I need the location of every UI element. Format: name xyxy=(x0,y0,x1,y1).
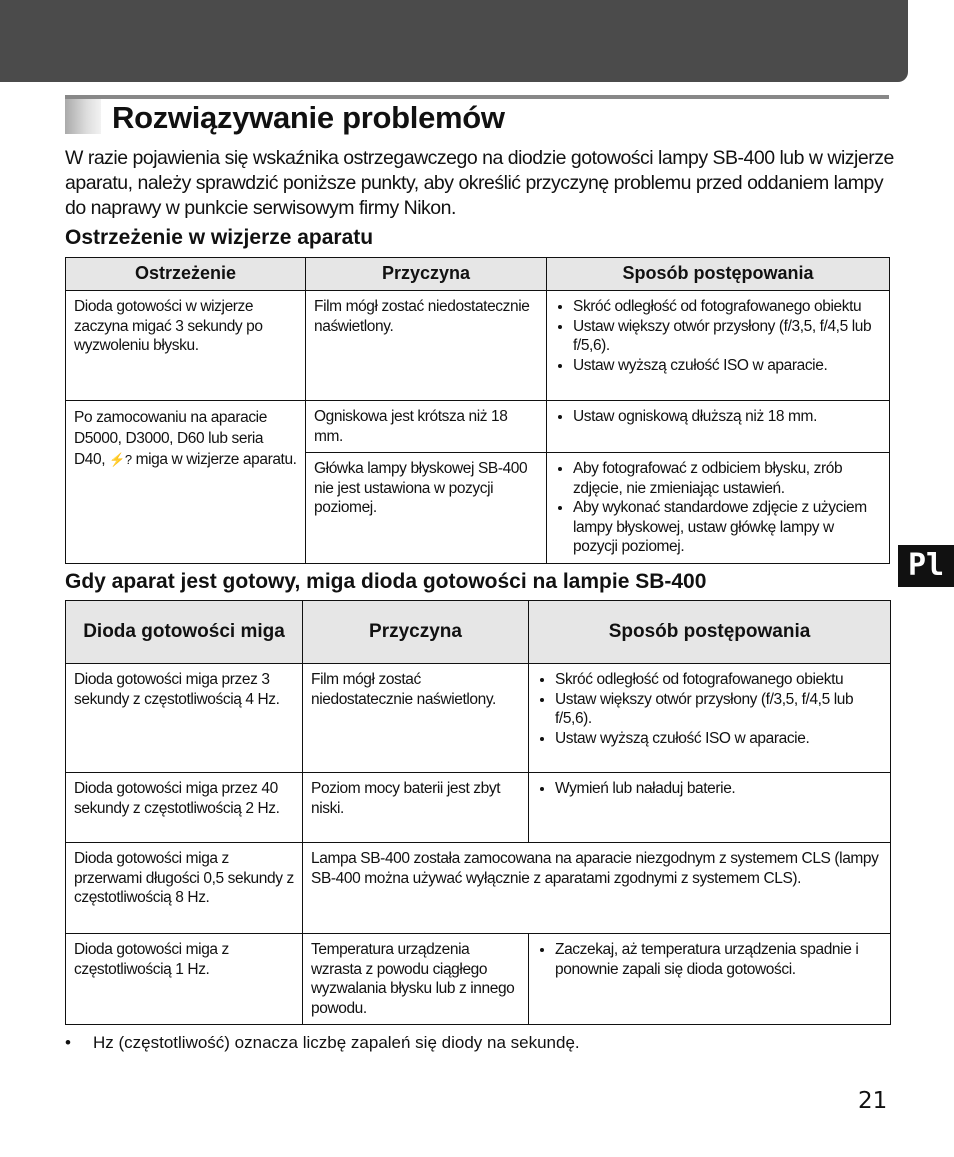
action-item: Skróć odległość od fotografowanego obiek… xyxy=(555,670,882,690)
action-cell: Skróć odległość od fotografowanego obiek… xyxy=(546,290,890,401)
action-item: Aby wykonać standardowe zdjęcie z użycie… xyxy=(573,498,881,557)
cause-cell: Główka lampy błyskowej SB-400 nie jest u… xyxy=(305,452,547,564)
cause-cell: Lampa SB-400 została zamocowana na apara… xyxy=(302,842,891,934)
cause-cell: Film mógł zostać niedostatecznie naświet… xyxy=(302,663,529,773)
action-cell: Aby fotografować z odbiciem błysku, zrób… xyxy=(546,452,890,564)
flash-warning-icon: ⚡? xyxy=(109,452,132,467)
cause-cell: Poziom mocy baterii jest zbyt niski. xyxy=(302,772,529,843)
action-item: Ustaw ogniskową dłuższą niż 18 mm. xyxy=(573,407,881,427)
warning-text: miga w wizjerze aparatu. xyxy=(135,451,297,468)
table-row: Dioda gotowości w wizjerze zaczyna migać… xyxy=(65,290,890,401)
intro-text: W razie pojawienia się wskaźnika ostrzeg… xyxy=(65,147,894,219)
col-header: Dioda gotowości miga xyxy=(65,600,303,664)
action-item: Zaczekaj, aż temperatura urządzenia spad… xyxy=(555,940,882,979)
table-row: Dioda gotowości miga przez 3 sekundy z c… xyxy=(65,663,891,773)
led-cell: Dioda gotowości miga z przerwami długośc… xyxy=(65,842,303,934)
led-cell: Dioda gotowości miga z częstotliwością 1… xyxy=(65,933,303,1025)
cause-cell: Temperatura urządzenia wzrasta z powodu … xyxy=(302,933,529,1025)
section2-heading: Gdy aparat jest gotowy, miga dioda gotow… xyxy=(65,570,707,593)
cause-cell: Ogniskowa jest krótsza niż 18 mm. xyxy=(305,400,547,453)
led-cell: Dioda gotowości miga przez 40 sekundy z … xyxy=(65,772,303,843)
table-row: Dioda gotowości miga z częstotliwością 1… xyxy=(65,933,891,1025)
col-header: Przyczyna xyxy=(302,600,529,664)
table-row: Dioda gotowości miga z przerwami długośc… xyxy=(65,842,891,934)
bullet: • xyxy=(65,1033,71,1052)
footnote-text: Hz (częstotliwość) oznacza liczbę zapale… xyxy=(93,1033,580,1052)
warning-text: Po zamocowaniu na aparacie D5000, D3000,… xyxy=(74,409,267,468)
header-bar xyxy=(0,0,908,82)
col-header: Sposób postępowania xyxy=(546,257,890,291)
table-row: Główka lampy błyskowej SB-400 nie jest u… xyxy=(66,452,890,564)
action-cell: Zaczekaj, aż temperatura urządzenia spad… xyxy=(528,933,891,1025)
col-header: Sposób postępowania xyxy=(528,600,891,664)
table-row: Dioda gotowości miga przez 40 sekundy z … xyxy=(65,772,891,843)
action-item: Skróć odległość od fotografowanego obiek… xyxy=(573,297,881,317)
page-title: Rozwiązywanie problemów xyxy=(112,100,505,135)
action-item: Ustaw wyższą czułość ISO w aparacie. xyxy=(573,356,881,376)
footnote: • Hz (częstotliwość) oznacza liczbę zapal… xyxy=(65,1033,580,1053)
section1-heading: Ostrzeżenie w wizjerze aparatu xyxy=(65,226,374,249)
action-item: Ustaw wyższą czułość ISO w aparacie. xyxy=(555,729,882,749)
col-header: Przyczyna xyxy=(305,257,547,291)
viewfinder-warning-table: Ostrzeżenie Przyczyna Sposób postępowani… xyxy=(65,257,890,564)
col-header: Ostrzeżenie xyxy=(65,257,306,291)
language-tab: Pl xyxy=(898,545,954,587)
action-item: Ustaw większy otwór przysłony (f/3,5, f/… xyxy=(555,690,882,729)
action-item: Aby fotografować z odbiciem błysku, zrób… xyxy=(573,459,881,498)
cause-cell: Film mógł zostać niedostatecznie naświet… xyxy=(305,290,547,401)
action-item: Ustaw większy otwór przysłony (f/3,5, f/… xyxy=(573,317,881,356)
title-rule xyxy=(65,95,889,99)
page-number: 21 xyxy=(858,1088,888,1114)
warning-cell: Po zamocowaniu na aparacie D5000, D3000,… xyxy=(65,400,306,564)
ready-light-table: Dioda gotowości miga Przyczyna Sposób po… xyxy=(65,600,891,1025)
table-row: Po zamocowaniu na aparacie D5000, D3000,… xyxy=(65,400,890,564)
action-cell: Ustaw ogniskową dłuższą niż 18 mm. xyxy=(546,400,890,453)
warning-cell: Dioda gotowości w wizjerze zaczyna migać… xyxy=(65,290,306,401)
title-marker xyxy=(65,99,101,134)
led-cell: Dioda gotowości miga przez 3 sekundy z c… xyxy=(65,663,303,773)
action-cell: Skróć odległość od fotografowanego obiek… xyxy=(528,663,891,773)
action-cell: Wymień lub naładuj baterie. xyxy=(528,772,891,843)
action-item: Wymień lub naładuj baterie. xyxy=(555,779,882,799)
